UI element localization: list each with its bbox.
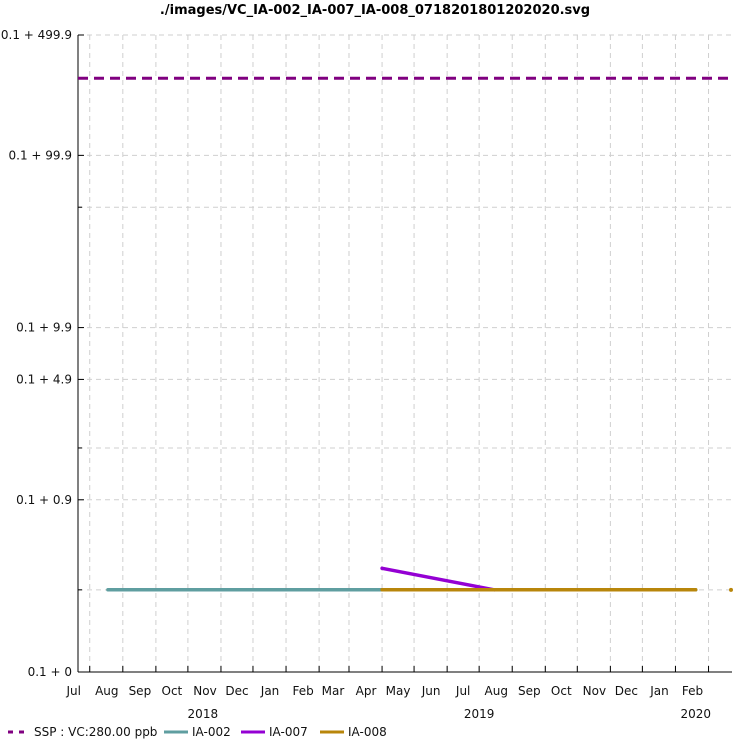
x-year-label: 2020 bbox=[680, 707, 711, 721]
legend-label: IA-002 bbox=[192, 725, 231, 739]
x-tick-label: Sep bbox=[518, 684, 541, 698]
plot-area bbox=[78, 76, 733, 592]
x-tick-label: Dec bbox=[615, 684, 638, 698]
x-year-label: 2019 bbox=[464, 707, 495, 721]
chart-title: ./images/VC_IA-002_IA-007_IA-008_0718201… bbox=[160, 3, 590, 18]
x-tick-label: Oct bbox=[551, 684, 572, 698]
x-tick-label: Jan bbox=[260, 684, 280, 698]
x-year-label: 2018 bbox=[188, 707, 219, 721]
x-tick-label: Jun bbox=[421, 684, 441, 698]
x-tick-label: Aug bbox=[95, 684, 118, 698]
y-tick-label: 0.1 + 99.9 bbox=[9, 148, 73, 162]
x-tick-label: Mar bbox=[322, 684, 345, 698]
axes: Jul Aug Sep Oct Nov Dec Jan Feb Mar Apr May Jun Jul A… bbox=[1, 28, 732, 721]
x-tick-label: Apr bbox=[356, 684, 377, 698]
legend-label: IA-008 bbox=[348, 725, 387, 739]
legend-label: SSP : VC:280.00 ppb bbox=[34, 725, 157, 739]
legend-label: IA-007 bbox=[269, 725, 308, 739]
series-line-ia-007 bbox=[380, 566, 496, 592]
x-tick-label: May bbox=[386, 684, 411, 698]
x-tick-label: Oct bbox=[162, 684, 183, 698]
y-tick-label: 0.1 + 0.9 bbox=[16, 493, 72, 507]
grid bbox=[78, 34, 732, 672]
legend: SSP : VC:280.00 ppb IA-002 IA-007 IA-008 bbox=[8, 725, 387, 739]
x-tick-label: Feb bbox=[292, 684, 313, 698]
x-tick-label: Feb bbox=[682, 684, 703, 698]
x-tick-label: Nov bbox=[583, 684, 606, 698]
y-tick-label: 0.1 + 9.9 bbox=[16, 321, 72, 335]
series-marker-ia-008 bbox=[729, 587, 733, 592]
x-tick-label: Sep bbox=[129, 684, 152, 698]
x-tick-label: Jul bbox=[455, 684, 470, 698]
y-tick-label: 0.1 + 0 bbox=[28, 665, 72, 679]
x-tick-label: Nov bbox=[193, 684, 216, 698]
y-tick-label: 0.1 + 499.9 bbox=[1, 28, 72, 42]
x-tick-label: Dec bbox=[225, 684, 248, 698]
x-tick-label: Aug bbox=[485, 684, 508, 698]
y-tick-label: 0.1 + 4.9 bbox=[16, 372, 72, 386]
x-tick-label: Jan bbox=[649, 684, 669, 698]
x-tick-label: Jul bbox=[65, 684, 80, 698]
